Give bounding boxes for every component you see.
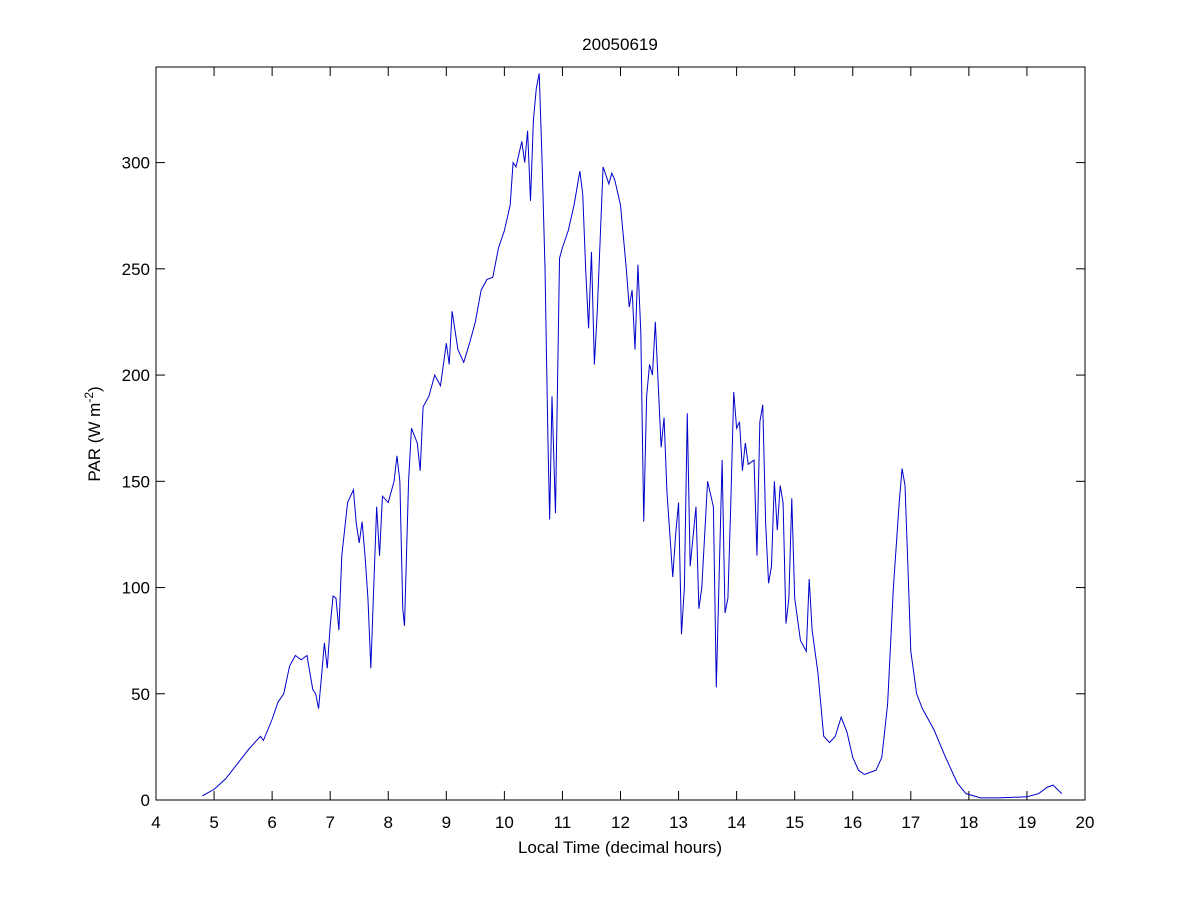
x-tick-label: 11 (554, 813, 572, 832)
x-axis-label: Local Time (decimal hours) (518, 838, 722, 857)
chart-title: 20050619 (582, 35, 658, 54)
y-tick-label: 100 (122, 579, 150, 598)
y-label-superscript: -2 (82, 392, 96, 403)
data-line (202, 73, 1063, 799)
y-tick-label: 0 (141, 791, 150, 810)
y-tick-label: 250 (122, 260, 150, 279)
x-tick-label: 20 (1076, 813, 1095, 832)
x-tick-label: 5 (209, 813, 218, 832)
x-tick-label: 9 (442, 813, 451, 832)
y-tick-label: 150 (122, 472, 150, 491)
y-axis-label: PAR (W m-2) (82, 386, 104, 481)
x-tick-label: 12 (611, 813, 630, 832)
x-tick-label: 8 (384, 813, 393, 832)
x-tick-label: 7 (325, 813, 334, 832)
x-tick-label: 6 (267, 813, 276, 832)
y-label-end: ) (85, 386, 104, 392)
x-tick-label: 18 (959, 813, 978, 832)
plot-area (155, 66, 1086, 801)
x-tick-label: 13 (669, 813, 688, 832)
x-tick-label: 4 (151, 813, 160, 832)
x-tick-label: 16 (843, 813, 862, 832)
x-tick-label: 15 (785, 813, 804, 832)
y-tick-label: 50 (131, 685, 150, 704)
x-tick-label: 17 (901, 813, 920, 832)
x-tick-label: 19 (1017, 813, 1036, 832)
y-label-main: PAR (W m (85, 403, 104, 482)
y-tick-label: 200 (122, 366, 150, 385)
x-tick-label: 10 (495, 813, 514, 832)
y-tick-label: 300 (122, 154, 150, 173)
x-tick-label: 14 (727, 813, 746, 832)
